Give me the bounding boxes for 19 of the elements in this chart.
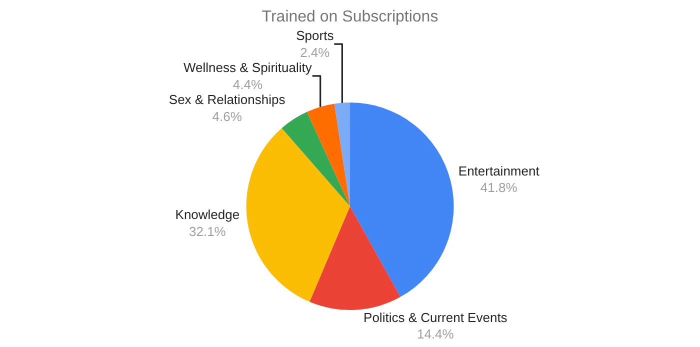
pie-slice	[282, 112, 350, 206]
slice-label: Entertainment	[458, 163, 540, 178]
data-label: 14.4%	[416, 326, 454, 342]
slice-label: Sex & Relationships	[168, 92, 286, 107]
pie-slice	[306, 104, 350, 206]
slice-label: Politics & Current Events	[364, 310, 508, 325]
pie-slice	[246, 128, 350, 302]
data-label: 4.4%	[232, 76, 263, 92]
data-label: 4.6%	[212, 108, 242, 124]
data-label: 2.4%	[300, 45, 330, 60]
chart-title: Trained on Subscriptions	[262, 8, 438, 26]
pie-slice	[310, 206, 400, 310]
data-label: 41.8%	[480, 180, 518, 196]
slice-label: Wellness & Spirituality	[184, 60, 312, 76]
pie-slice	[350, 102, 454, 297]
slice-label: Sports	[296, 28, 334, 44]
data-label: 32.1%	[188, 224, 226, 240]
slice-label: Knowledge	[175, 207, 240, 222]
pie-slice	[334, 102, 350, 206]
